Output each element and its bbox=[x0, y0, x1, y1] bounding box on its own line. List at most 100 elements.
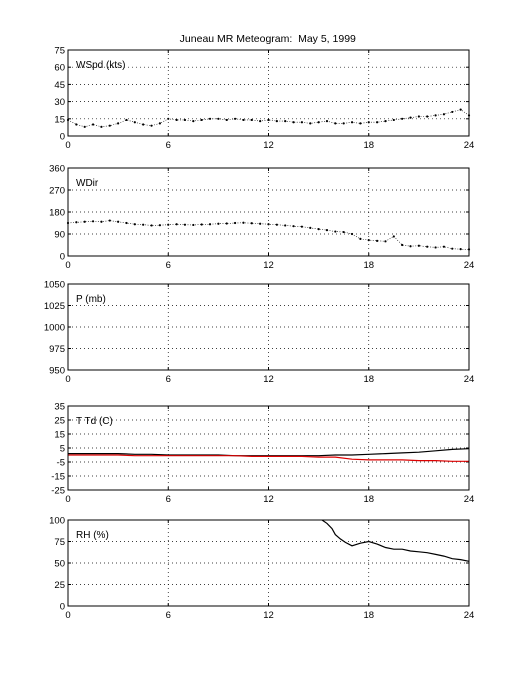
data-point bbox=[125, 221, 128, 225]
y-tick-label: 1050 bbox=[44, 280, 65, 291]
data-point bbox=[442, 113, 446, 116]
data-point bbox=[183, 118, 187, 122]
x-tick-label: 18 bbox=[363, 260, 374, 271]
x-tick-label: 0 bbox=[65, 610, 70, 621]
y-tick-label: -5 bbox=[57, 458, 65, 469]
y-tick-label: -15 bbox=[51, 472, 65, 483]
y-tick-label: 0 bbox=[60, 132, 65, 143]
data-point bbox=[75, 123, 78, 126]
y-tick-label: 50 bbox=[54, 559, 65, 570]
series-line-0 bbox=[68, 448, 470, 457]
y-tick-label: 1000 bbox=[44, 323, 65, 334]
data-point bbox=[200, 223, 203, 226]
x-tick-label: 12 bbox=[263, 374, 274, 385]
data-point bbox=[108, 124, 111, 127]
y-tick-label: -25 bbox=[51, 486, 65, 497]
panel-3: -25 -15 -5 5 15 25 35 0 6 12 18 24 T Td (C) bbox=[51, 402, 474, 506]
y-tick-label: 30 bbox=[54, 97, 65, 108]
data-point bbox=[384, 119, 387, 123]
x-tick-label: 6 bbox=[166, 494, 171, 505]
y-tick-label: 360 bbox=[49, 164, 65, 175]
axes-frame bbox=[67, 405, 470, 491]
data-point bbox=[451, 247, 454, 250]
series-line-1 bbox=[68, 454, 469, 462]
x-tick-label: 24 bbox=[464, 374, 475, 385]
data-point bbox=[292, 121, 295, 124]
x-tick-label: 12 bbox=[263, 610, 274, 621]
data-point bbox=[401, 117, 404, 120]
panel-4: 0 25 50 75 100 0 6 12 18 24 RH (%) bbox=[49, 516, 474, 622]
data-point bbox=[376, 239, 379, 242]
series-trace bbox=[67, 109, 470, 128]
panel-label: WSpd (kts) bbox=[76, 60, 125, 71]
data-point bbox=[267, 223, 270, 226]
figure-title-station: Juneau MR Meteogram: bbox=[180, 33, 293, 45]
data-point bbox=[317, 121, 320, 124]
x-tick-label: 6 bbox=[166, 260, 171, 271]
data-point bbox=[200, 118, 203, 122]
data-point bbox=[175, 118, 178, 122]
x-tick-label: 12 bbox=[263, 494, 274, 505]
y-tick-label: 75 bbox=[54, 46, 65, 57]
panel-2: 950 975 1000 1025 1050 0 6 12 18 24 P (mb) bbox=[44, 280, 474, 386]
panel-label: P (mb) bbox=[76, 294, 106, 305]
data-point bbox=[225, 118, 228, 122]
y-tick-label: 100 bbox=[49, 516, 65, 527]
y-tick-label: 950 bbox=[49, 366, 65, 377]
y-tick-label: 60 bbox=[54, 63, 65, 74]
data-point bbox=[91, 123, 95, 126]
axes-frame bbox=[67, 49, 470, 137]
data-point bbox=[342, 230, 345, 234]
data-point bbox=[267, 118, 270, 122]
data-point bbox=[225, 222, 228, 225]
y-tick-label: 1025 bbox=[44, 301, 65, 312]
y-tick-label: 90 bbox=[54, 230, 65, 241]
data-point bbox=[325, 228, 329, 232]
x-tick-label: 24 bbox=[464, 140, 475, 151]
axes-frame bbox=[67, 167, 470, 257]
y-tick-label: 0 bbox=[60, 602, 65, 613]
y-tick-label: 25 bbox=[54, 580, 65, 591]
x-tick-label: 0 bbox=[65, 260, 70, 271]
data-point bbox=[292, 225, 295, 228]
x-tick-label: 18 bbox=[363, 494, 374, 505]
data-point bbox=[409, 116, 412, 119]
x-tick-label: 6 bbox=[166, 140, 171, 151]
y-tick-label: 975 bbox=[49, 344, 65, 355]
x-tick-label: 0 bbox=[65, 494, 70, 505]
data-point bbox=[250, 118, 253, 122]
y-tick-label: 35 bbox=[54, 402, 65, 413]
data-point bbox=[426, 245, 429, 248]
panel-label: RH (%) bbox=[76, 530, 109, 541]
panel-label: WDir bbox=[76, 178, 99, 189]
x-tick-label: 6 bbox=[166, 610, 171, 621]
x-tick-label: 6 bbox=[166, 374, 171, 385]
y-tick-label: 0 bbox=[60, 252, 65, 263]
data-point bbox=[83, 220, 86, 223]
y-tick-label: 270 bbox=[49, 186, 65, 197]
data-point bbox=[426, 115, 429, 118]
y-tick-label: 25 bbox=[54, 416, 65, 427]
y-tick-label: 5 bbox=[60, 444, 65, 455]
x-tick-label: 18 bbox=[363, 374, 374, 385]
panel-0: 0 15 30 45 60 75 0 6 12 18 24 WSpd (kts) bbox=[54, 46, 474, 152]
data-point bbox=[334, 122, 337, 125]
data-point bbox=[342, 122, 345, 125]
data-point bbox=[133, 223, 136, 226]
x-tick-label: 18 bbox=[363, 140, 374, 151]
data-point bbox=[175, 223, 178, 226]
data-point bbox=[150, 224, 153, 227]
data-point bbox=[108, 219, 111, 222]
y-tick-label: 45 bbox=[54, 80, 65, 91]
data-point bbox=[125, 118, 128, 122]
data-point bbox=[417, 244, 420, 247]
data-point bbox=[317, 228, 320, 231]
data-point bbox=[300, 225, 304, 228]
data-point bbox=[242, 118, 245, 122]
data-point bbox=[392, 235, 395, 238]
axes-frame bbox=[67, 283, 470, 371]
y-tick-label: 180 bbox=[49, 208, 65, 219]
data-point bbox=[401, 243, 404, 247]
data-point bbox=[142, 123, 145, 126]
data-point bbox=[309, 122, 312, 125]
